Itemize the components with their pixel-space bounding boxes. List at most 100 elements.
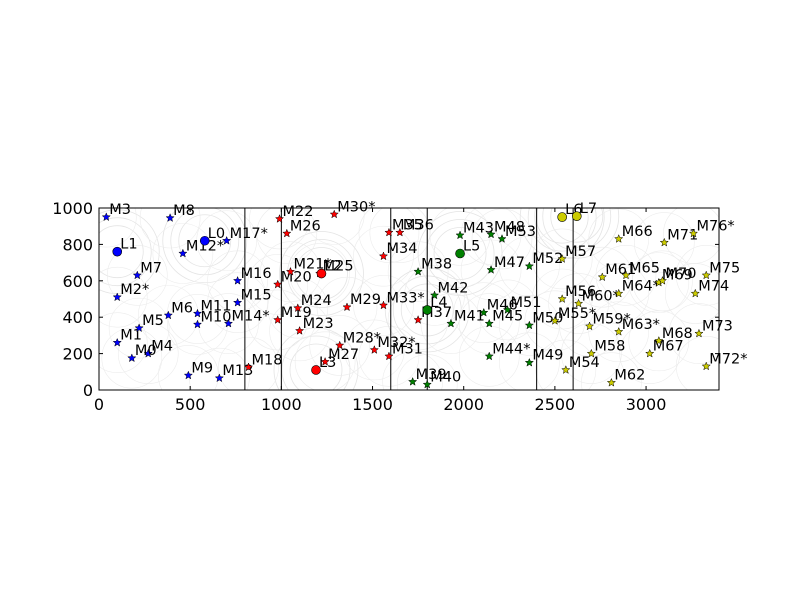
measurement-label: M59* bbox=[593, 311, 631, 327]
measurement-label: M18 bbox=[252, 352, 283, 368]
background-circle bbox=[571, 246, 633, 308]
landmark-dot bbox=[199, 235, 210, 246]
measurement-star bbox=[232, 275, 243, 285]
measurement-label: M39 bbox=[416, 367, 447, 383]
measurement-star bbox=[192, 319, 203, 329]
measurement-label: M71 bbox=[667, 228, 698, 244]
landmark-dot bbox=[311, 365, 321, 375]
measurement-star bbox=[395, 227, 405, 237]
measurement-label: M73 bbox=[702, 319, 733, 335]
background-circle bbox=[542, 208, 612, 251]
measurement-label: M27 bbox=[328, 347, 359, 363]
y-tick-label: 400 bbox=[62, 308, 93, 327]
measurement-star bbox=[497, 234, 507, 243]
measurement-label: M13 bbox=[222, 363, 253, 379]
background-circle bbox=[663, 208, 719, 264]
measurement-star bbox=[524, 320, 535, 330]
measurement-star bbox=[112, 337, 122, 347]
background-circle bbox=[628, 252, 690, 313]
measurement-label: M32* bbox=[377, 335, 415, 351]
measurement-star bbox=[446, 318, 456, 328]
background-circle bbox=[633, 212, 695, 273]
measurement-label: M8 bbox=[173, 203, 195, 219]
measurement-star bbox=[606, 377, 617, 387]
measurement-star bbox=[285, 266, 296, 276]
measurement-label: M17* bbox=[230, 226, 268, 242]
measurement-label: M22 bbox=[283, 204, 314, 220]
background-circle bbox=[267, 277, 329, 339]
measurement-star bbox=[645, 348, 655, 358]
background-circle bbox=[460, 239, 522, 301]
measurement-label: M54 bbox=[569, 355, 600, 371]
background-circle bbox=[425, 219, 495, 288]
measurement-label: M41 bbox=[454, 309, 485, 325]
landmark-dot bbox=[557, 212, 567, 222]
measurement-label: M21* bbox=[293, 257, 331, 273]
measurement-label: M64* bbox=[622, 279, 660, 295]
background-circles bbox=[99, 208, 719, 390]
measurement-star bbox=[335, 340, 345, 350]
measurement-label: M23 bbox=[303, 316, 334, 332]
measurement-star bbox=[165, 213, 175, 222]
measurement-star bbox=[455, 230, 465, 240]
measurement-star bbox=[143, 348, 153, 358]
landmark-dot bbox=[455, 248, 465, 259]
landmark-label: L5 bbox=[463, 239, 480, 255]
measurement-label: M75 bbox=[709, 260, 740, 276]
measurement-star bbox=[384, 351, 394, 361]
measurement-label: M69 bbox=[662, 268, 693, 284]
background-circle bbox=[404, 265, 465, 326]
measurement-star bbox=[690, 288, 700, 298]
background-circle bbox=[588, 301, 650, 363]
measurement-label: M63* bbox=[622, 317, 660, 333]
measurement-star bbox=[659, 237, 669, 247]
measurement-label: M52 bbox=[532, 251, 563, 267]
background-circle bbox=[632, 250, 693, 312]
background-circle bbox=[387, 289, 449, 351]
measurement-star bbox=[486, 264, 496, 274]
x-tick-label: 3000 bbox=[626, 395, 667, 414]
y-tick-label: 600 bbox=[62, 272, 93, 291]
background-circle bbox=[218, 336, 279, 390]
measurement-star bbox=[586, 348, 597, 358]
y-tick-label: 1000 bbox=[52, 199, 93, 218]
measurement-star bbox=[407, 376, 418, 386]
landmark-label: L0 bbox=[208, 226, 225, 242]
measurement-star bbox=[657, 275, 668, 285]
x-tick-label: 1000 bbox=[261, 395, 302, 414]
background-circle bbox=[309, 315, 371, 376]
x-tick-label: 0 bbox=[94, 395, 104, 414]
measurement-star bbox=[101, 212, 111, 222]
measurement-star bbox=[573, 298, 584, 308]
measurement-star bbox=[273, 315, 283, 324]
landmark-label: L4 bbox=[430, 295, 447, 311]
measurement-label: M40 bbox=[430, 370, 461, 386]
measurement-label: M48 bbox=[494, 219, 525, 235]
x-tick-label: 2000 bbox=[443, 395, 484, 414]
background-circle bbox=[295, 247, 348, 300]
y-tick-label: 200 bbox=[62, 345, 93, 364]
measurement-star bbox=[561, 365, 571, 374]
measurement-star bbox=[484, 351, 494, 361]
landmark-dot bbox=[422, 305, 433, 315]
measurement-star bbox=[614, 326, 624, 336]
measurement-label: M34 bbox=[386, 241, 417, 257]
background-circle bbox=[281, 335, 351, 390]
measurement-label: M10 bbox=[200, 309, 231, 325]
background-circle bbox=[152, 223, 214, 284]
background-circle bbox=[595, 245, 657, 306]
landmark-dot bbox=[571, 211, 582, 221]
landmark-label: L2 bbox=[324, 259, 341, 275]
measurement-star bbox=[429, 290, 440, 300]
background-circle bbox=[619, 323, 681, 384]
background-circle bbox=[675, 245, 719, 306]
background-circle bbox=[247, 254, 309, 315]
measurement-label: M16 bbox=[241, 266, 272, 282]
measurement-star bbox=[132, 270, 142, 280]
background-circle bbox=[99, 208, 137, 248]
measurement-star bbox=[550, 315, 560, 325]
measurement-label: M45 bbox=[492, 309, 523, 325]
background-circle bbox=[249, 208, 310, 250]
measurement-star bbox=[688, 228, 699, 238]
measurement-star bbox=[221, 235, 232, 245]
